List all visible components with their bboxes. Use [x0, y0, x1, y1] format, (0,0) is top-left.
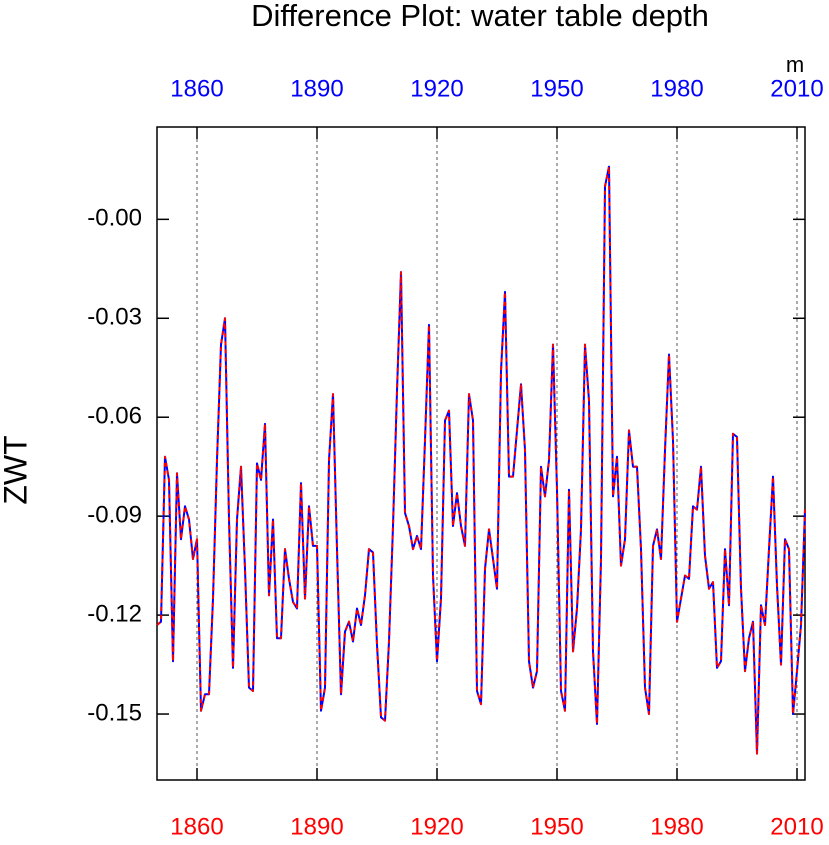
x-tick-label-top: 1950: [530, 75, 583, 102]
series-line: [156, 165, 806, 755]
y-tick-label: -0.15: [87, 699, 142, 726]
y-tick-label: -0.00: [87, 205, 142, 232]
chart-title: Difference Plot: water table depth: [251, 0, 709, 33]
y-tick-label: -0.12: [87, 600, 142, 627]
x-tick-label-top: 1890: [290, 75, 343, 102]
y-axis-label: ZWT: [0, 435, 33, 504]
x-tick-label: 1890: [290, 813, 343, 840]
x-tick-label-top: 2010: [770, 75, 823, 102]
x-tick-label: 1950: [530, 813, 583, 840]
y-tick-label: -0.06: [87, 403, 142, 430]
x-tick-label: 1920: [410, 813, 463, 840]
x-tick-label: 1980: [650, 813, 703, 840]
x-tick-label: 2010: [770, 813, 823, 840]
x-tick-label-top: 1860: [170, 75, 223, 102]
x-tick-label: 1860: [170, 813, 223, 840]
x-tick-label-top: 1980: [650, 75, 703, 102]
x-tick-label-top: 1920: [410, 75, 463, 102]
units-label: m: [786, 52, 804, 77]
y-tick-label: -0.03: [87, 304, 142, 331]
y-tick-label: -0.09: [87, 502, 142, 529]
plot-frame: [156, 126, 806, 781]
